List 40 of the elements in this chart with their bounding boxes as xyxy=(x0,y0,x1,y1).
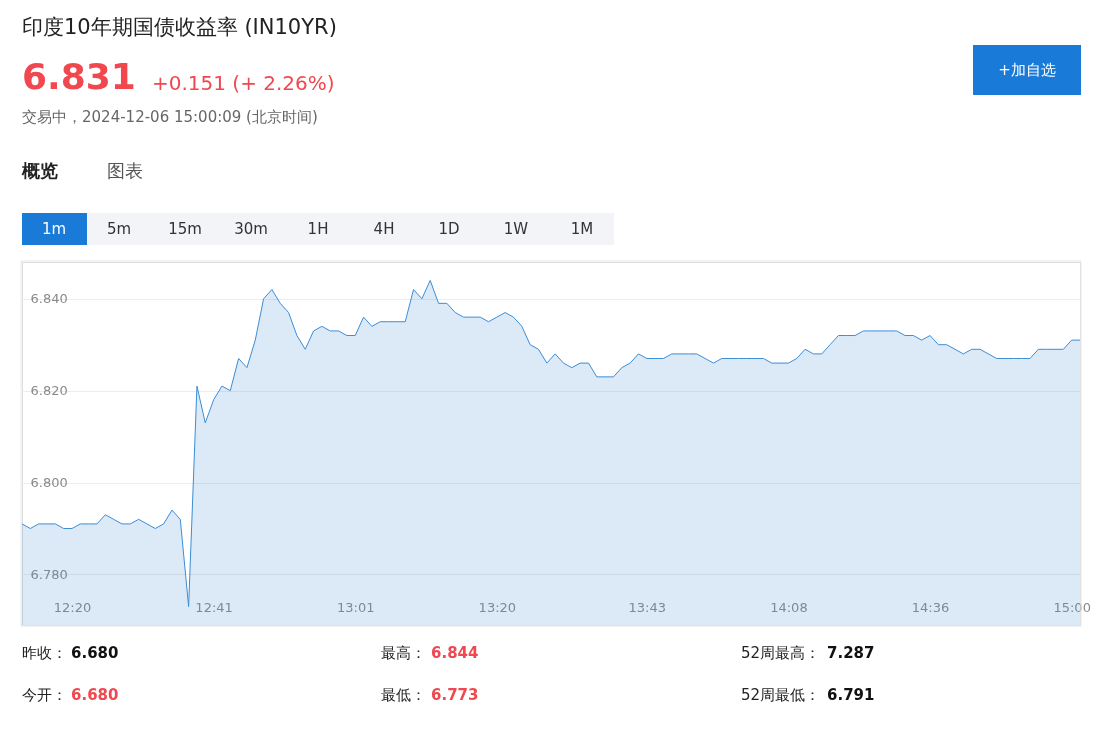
text: 6.844 xyxy=(431,644,479,662)
text: 最高： xyxy=(381,644,426,662)
text: 最低： xyxy=(381,686,426,704)
text: 15m xyxy=(168,220,202,238)
text: 概览 xyxy=(21,160,58,181)
x-tick-label: 13:20 xyxy=(478,599,517,615)
x-tick-label: 13:43 xyxy=(628,599,667,615)
text: +0.151 (+ 2.26%) xyxy=(152,71,335,95)
text: 1M xyxy=(570,220,594,238)
text: 昨收： xyxy=(22,644,67,662)
text: 7.287 xyxy=(827,644,875,662)
x-tick-label: 12:20 xyxy=(53,599,92,615)
text: 6.680 xyxy=(71,686,119,704)
y-tick-label: 6.820 xyxy=(30,383,68,399)
text: 1D xyxy=(438,220,460,238)
text: 52周最高： xyxy=(741,644,821,662)
chart-title: 印度10年期国债收益率 (IN10YR) xyxy=(22,15,337,39)
text: 交易中，2024-12-06 15:00:09 (北京时间) xyxy=(22,108,318,126)
y-tick-label: 6.840 xyxy=(30,291,68,307)
text: 5m xyxy=(106,220,132,238)
x-tick-label: 15:00 xyxy=(1053,599,1091,615)
y-tick-label: 6.780 xyxy=(30,566,68,582)
text: 6.680 xyxy=(71,644,119,662)
text: 1m xyxy=(41,220,67,238)
x-tick-label: 14:08 xyxy=(770,599,808,615)
text: 1W xyxy=(503,220,529,238)
text: 6.773 xyxy=(431,686,479,704)
text: 30m xyxy=(234,220,268,238)
text: +加自选 xyxy=(998,61,1056,79)
y-tick-label: 6.800 xyxy=(30,475,68,491)
text: 1H xyxy=(307,220,329,238)
x-tick-label: 12:41 xyxy=(195,599,233,615)
text: 6.791 xyxy=(827,686,875,704)
x-tick-label: 13:01 xyxy=(336,599,375,615)
x-tick-label: 14:36 xyxy=(911,599,950,615)
text: 今开： xyxy=(22,686,67,704)
text: 6.831 xyxy=(22,56,136,97)
text: 图表 xyxy=(107,160,143,181)
text: 52周最低： xyxy=(741,686,821,704)
text: 4H xyxy=(373,220,395,238)
